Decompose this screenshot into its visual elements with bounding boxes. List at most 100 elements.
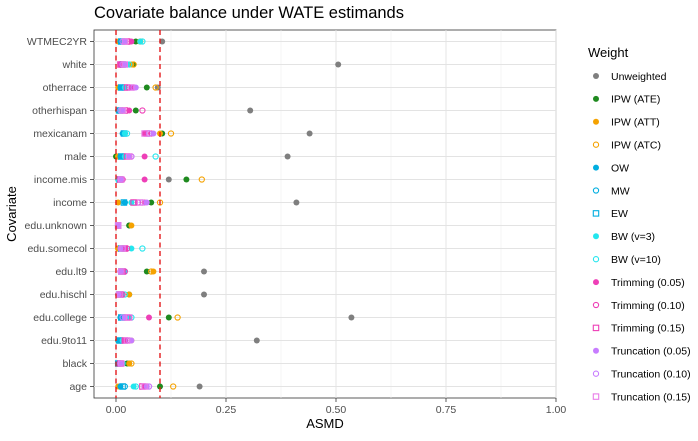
data-point [125, 153, 133, 160]
legend-key [592, 393, 600, 400]
y-tick-label: age [69, 381, 87, 393]
data-point [139, 245, 146, 252]
data-point [128, 360, 135, 367]
data-point [145, 383, 153, 390]
legend-key [592, 256, 600, 263]
data-point [170, 383, 177, 390]
y-tick-label: edu.9to11 [41, 335, 87, 347]
y-tick-label: edu.unknown [25, 220, 88, 232]
y-tick-label: otherhispan [32, 105, 87, 117]
data-point [253, 337, 260, 344]
data-point [293, 199, 300, 206]
legend-key [593, 233, 599, 240]
data-point [145, 130, 153, 137]
data-point [201, 268, 207, 275]
legend-label: IPW (ATC) [611, 140, 661, 152]
legend-label: MW [611, 185, 630, 197]
data-point [121, 38, 129, 45]
data-point [119, 383, 126, 390]
data-point [123, 130, 131, 137]
legend-label: BW (v=3) [611, 231, 655, 243]
y-tick-label: income.mis [34, 174, 87, 186]
data-point [198, 176, 205, 183]
data-point [136, 199, 144, 206]
legend-key [593, 164, 599, 171]
data-point [132, 38, 139, 45]
legend: Weight Unweighted IPW (ATE) IPW (ATT) IPW (… [588, 45, 691, 403]
y-tick-label: white [61, 59, 87, 71]
x-tick-label: 0.50 [326, 404, 347, 416]
data-point [183, 176, 190, 183]
data-point [165, 176, 172, 183]
y-tick-label: black [62, 358, 87, 370]
data-point [119, 245, 126, 252]
data-point [125, 314, 133, 321]
y-tick-label: edu.lt9 [55, 266, 87, 278]
legend-label: OW [611, 162, 629, 174]
legend-label: Truncation (0.10) [611, 369, 691, 381]
x-axis-label: ASMD [306, 416, 344, 431]
y-tick-label: edu.hischl [40, 289, 87, 301]
data-point [123, 337, 131, 344]
legend-label: BW (v=10) [611, 254, 661, 266]
legend-key [592, 301, 600, 309]
legend-label: Unweighted [611, 71, 667, 83]
data-point [118, 360, 125, 367]
x-tick-label: 1.00 [546, 404, 567, 416]
data-point [128, 84, 135, 91]
data-point [157, 383, 163, 390]
data-point [156, 199, 164, 206]
y-tick-label: male [64, 151, 87, 163]
data-point [143, 268, 150, 275]
data-point [132, 383, 139, 390]
data-point [128, 245, 135, 252]
data-point [335, 61, 342, 68]
legend-key [593, 118, 599, 125]
data-point [284, 153, 291, 160]
data-point [201, 291, 207, 298]
legend-key [592, 141, 600, 148]
data-point [141, 130, 148, 137]
legend-label: Truncation (0.15) [611, 391, 691, 403]
data-point [123, 84, 131, 91]
chart-title: Covariate balance under WATE estimands [94, 4, 404, 22]
data-point [174, 314, 181, 321]
data-point [121, 61, 129, 68]
x-tick-label: 0.00 [106, 404, 127, 416]
data-point [120, 199, 128, 206]
data-point [126, 291, 133, 298]
reference-lines [115, 30, 161, 398]
y-tick-label: edu.somecol [27, 243, 87, 255]
data-point [130, 199, 137, 206]
data-point [146, 314, 152, 321]
legend-key [593, 73, 599, 79]
data-point [247, 107, 254, 114]
data-point [128, 222, 135, 229]
data-point [141, 383, 148, 390]
data-point [141, 153, 148, 160]
plot-panel [93, 29, 557, 399]
data-point [119, 107, 126, 114]
x-tick-label: 0.25 [216, 404, 237, 416]
legend-key [592, 324, 600, 332]
legend-label: Trimming (0.10) [611, 300, 685, 312]
y-axis-label: Covariate [4, 186, 19, 242]
data-point [196, 383, 203, 390]
data-point [148, 199, 155, 206]
x-axis: 0.00 0.25 0.50 0.75 1.00 [106, 398, 567, 416]
data-point [143, 84, 150, 91]
data-point [348, 314, 355, 321]
y-tick-label: edu.college [33, 312, 87, 324]
y-tick-label: income [53, 197, 87, 209]
legend-label: Truncation (0.05) [611, 346, 691, 358]
y-tick-label: WTMEC2YR [27, 36, 88, 48]
legend-key [593, 347, 599, 354]
data-point [139, 107, 146, 114]
legend-title: Weight [588, 45, 629, 60]
data-point [118, 268, 125, 275]
data-point [167, 130, 175, 137]
legend-key [592, 370, 600, 377]
y-tick-label: otherrace [43, 82, 88, 94]
data-point [139, 38, 146, 45]
